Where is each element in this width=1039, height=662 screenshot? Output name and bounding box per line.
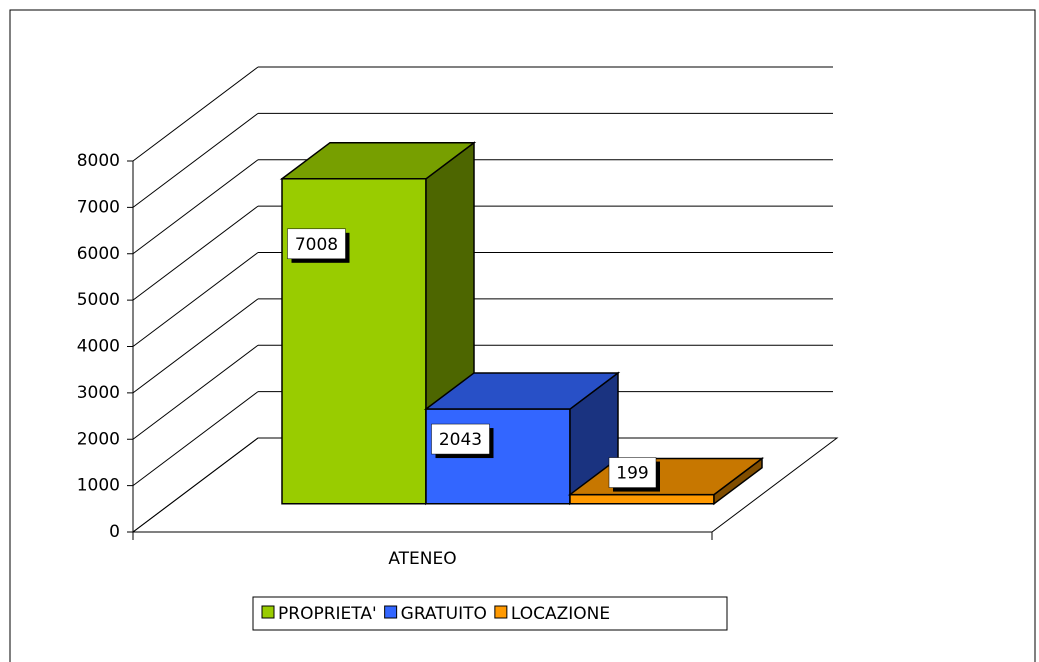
side-grid-line [132, 344, 259, 440]
side-grid-line [132, 252, 259, 347]
side-grid-line [132, 391, 259, 487]
data-label: 199 [616, 464, 648, 484]
y-tick-label: 2000 [77, 429, 120, 449]
data-label: 7008 [295, 235, 338, 255]
label-box [608, 457, 657, 488]
bar-front [281, 178, 427, 505]
bar-top [279, 141, 477, 180]
legend-swatch [494, 605, 508, 619]
legend-label: GRATUITO [401, 604, 487, 624]
x-tick-label: ATENEO [388, 549, 456, 569]
legend-label: LOCAZIONE [511, 604, 610, 624]
y-tick-label: 1000 [77, 476, 120, 496]
y-tick-label: 0 [109, 522, 120, 542]
y-tick-label: 7000 [77, 197, 120, 217]
bar-top [423, 372, 621, 410]
y-tick-label: 3000 [77, 383, 120, 403]
legend-swatch [384, 605, 398, 619]
label-box [287, 228, 346, 260]
label-box [431, 423, 490, 455]
y-tick-label: 5000 [77, 290, 120, 310]
data-label: 2043 [439, 430, 482, 450]
y-tick-label: 6000 [77, 244, 120, 264]
side-grid-line [132, 66, 259, 162]
y-tick-label: 4000 [77, 337, 120, 357]
side-grid-line [132, 205, 259, 301]
legend-swatch [261, 605, 275, 619]
legend-box [252, 596, 728, 631]
side-grid-line [132, 112, 259, 208]
side-grid-line [132, 437, 259, 533]
side-grid-line [132, 298, 259, 394]
y-tick-label: 8000 [77, 151, 120, 171]
side-grid-line [132, 159, 259, 255]
bar-front [569, 493, 715, 505]
chart-border [9, 9, 1036, 662]
legend-label: PROPRIETA' [278, 604, 377, 624]
